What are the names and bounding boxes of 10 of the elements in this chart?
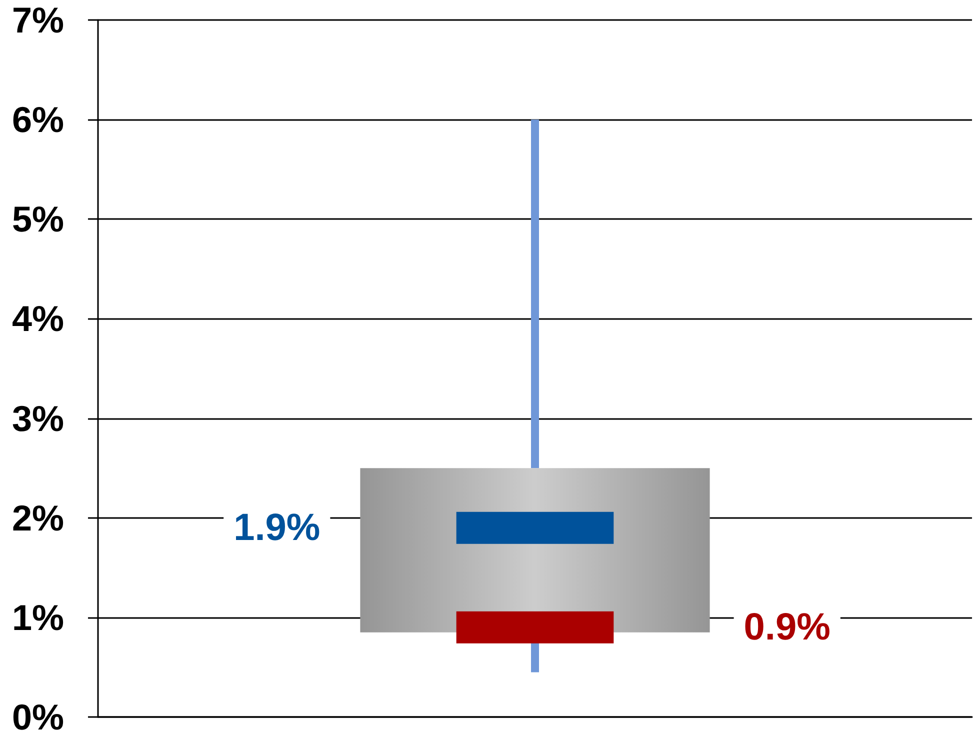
annotation: 1.9% xyxy=(234,506,320,549)
y-tick-label: 1% xyxy=(12,596,64,638)
y-tick-label: 6% xyxy=(12,99,64,140)
y-tick-label: 7% xyxy=(12,0,64,40)
annotation: 0.9% xyxy=(744,606,830,648)
y-tick-label: 4% xyxy=(12,298,64,340)
y-tick-label: 0% xyxy=(12,696,64,735)
y-tick-label: 2% xyxy=(12,497,64,538)
y-tick-label: 3% xyxy=(12,398,64,439)
y-tick-label: 5% xyxy=(12,198,64,240)
